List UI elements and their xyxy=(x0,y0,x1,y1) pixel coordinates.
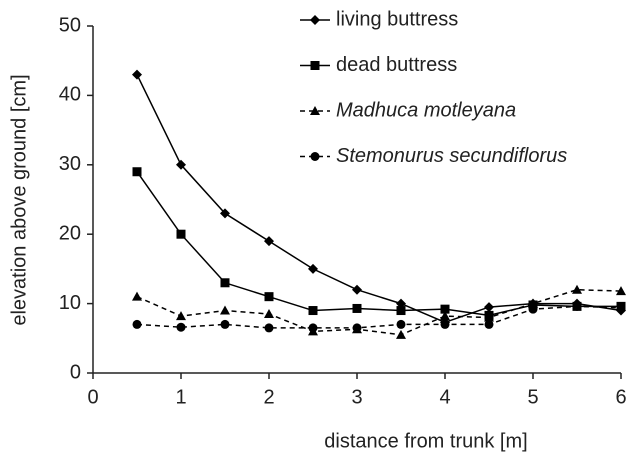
marker xyxy=(440,311,450,321)
marker xyxy=(220,305,230,315)
legend-label: living buttress xyxy=(336,8,458,30)
marker xyxy=(308,306,318,316)
series-line xyxy=(136,288,622,336)
marker xyxy=(616,286,626,296)
marker xyxy=(310,15,320,25)
marker xyxy=(352,284,362,295)
marker xyxy=(176,311,186,321)
y-tick-label: 40 xyxy=(59,84,81,106)
marker xyxy=(310,106,320,115)
legend-label: Stemonurus secundiflorus xyxy=(336,145,567,167)
x-tick-label: 0 xyxy=(87,386,98,408)
marker xyxy=(308,323,318,333)
marker xyxy=(220,319,230,329)
x-tick-label: 5 xyxy=(527,386,538,408)
x-tick-label: 6 xyxy=(615,386,626,408)
marker xyxy=(484,312,494,322)
marker xyxy=(220,208,230,219)
x-axis-label: distance from trunk [m] xyxy=(324,430,527,452)
marker xyxy=(616,303,626,313)
marker xyxy=(264,323,274,333)
marker xyxy=(264,309,274,319)
series-line xyxy=(136,74,622,324)
y-tick-label: 10 xyxy=(59,292,81,314)
x-tick-label: 2 xyxy=(263,386,274,408)
marker xyxy=(440,319,450,329)
y-axis-label: elevation above ground [cm] xyxy=(8,74,30,325)
marker xyxy=(132,319,142,329)
legend-label: dead buttress xyxy=(336,54,457,76)
marker xyxy=(132,291,142,301)
marker xyxy=(572,284,582,294)
marker xyxy=(176,322,186,332)
series-line xyxy=(136,305,622,329)
x-tick-label: 1 xyxy=(175,386,186,408)
marker xyxy=(440,304,450,314)
marker xyxy=(352,323,362,333)
y-tick-label: 0 xyxy=(70,361,81,383)
marker xyxy=(528,304,538,314)
marker xyxy=(310,152,320,161)
y-tick-label: 30 xyxy=(59,153,81,175)
x-tick-label: 4 xyxy=(439,386,450,408)
marker xyxy=(396,319,406,329)
marker xyxy=(264,236,274,247)
marker xyxy=(396,329,406,339)
marker xyxy=(572,301,582,311)
marker xyxy=(176,159,186,170)
marker xyxy=(220,278,230,288)
series-line xyxy=(136,171,621,317)
marker xyxy=(528,298,538,308)
marker xyxy=(484,302,494,313)
y-tick-label: 50 xyxy=(59,14,81,36)
legend-label: Madhuca motleyana xyxy=(336,99,516,121)
marker xyxy=(176,229,186,239)
marker xyxy=(352,303,362,313)
marker xyxy=(396,306,406,316)
y-tick-label: 20 xyxy=(59,222,81,244)
marker xyxy=(310,61,320,70)
marker xyxy=(132,167,142,177)
marker xyxy=(484,319,494,329)
marker xyxy=(132,69,142,80)
marker xyxy=(308,263,318,274)
x-tick-label: 3 xyxy=(351,386,362,408)
marker xyxy=(264,292,274,302)
